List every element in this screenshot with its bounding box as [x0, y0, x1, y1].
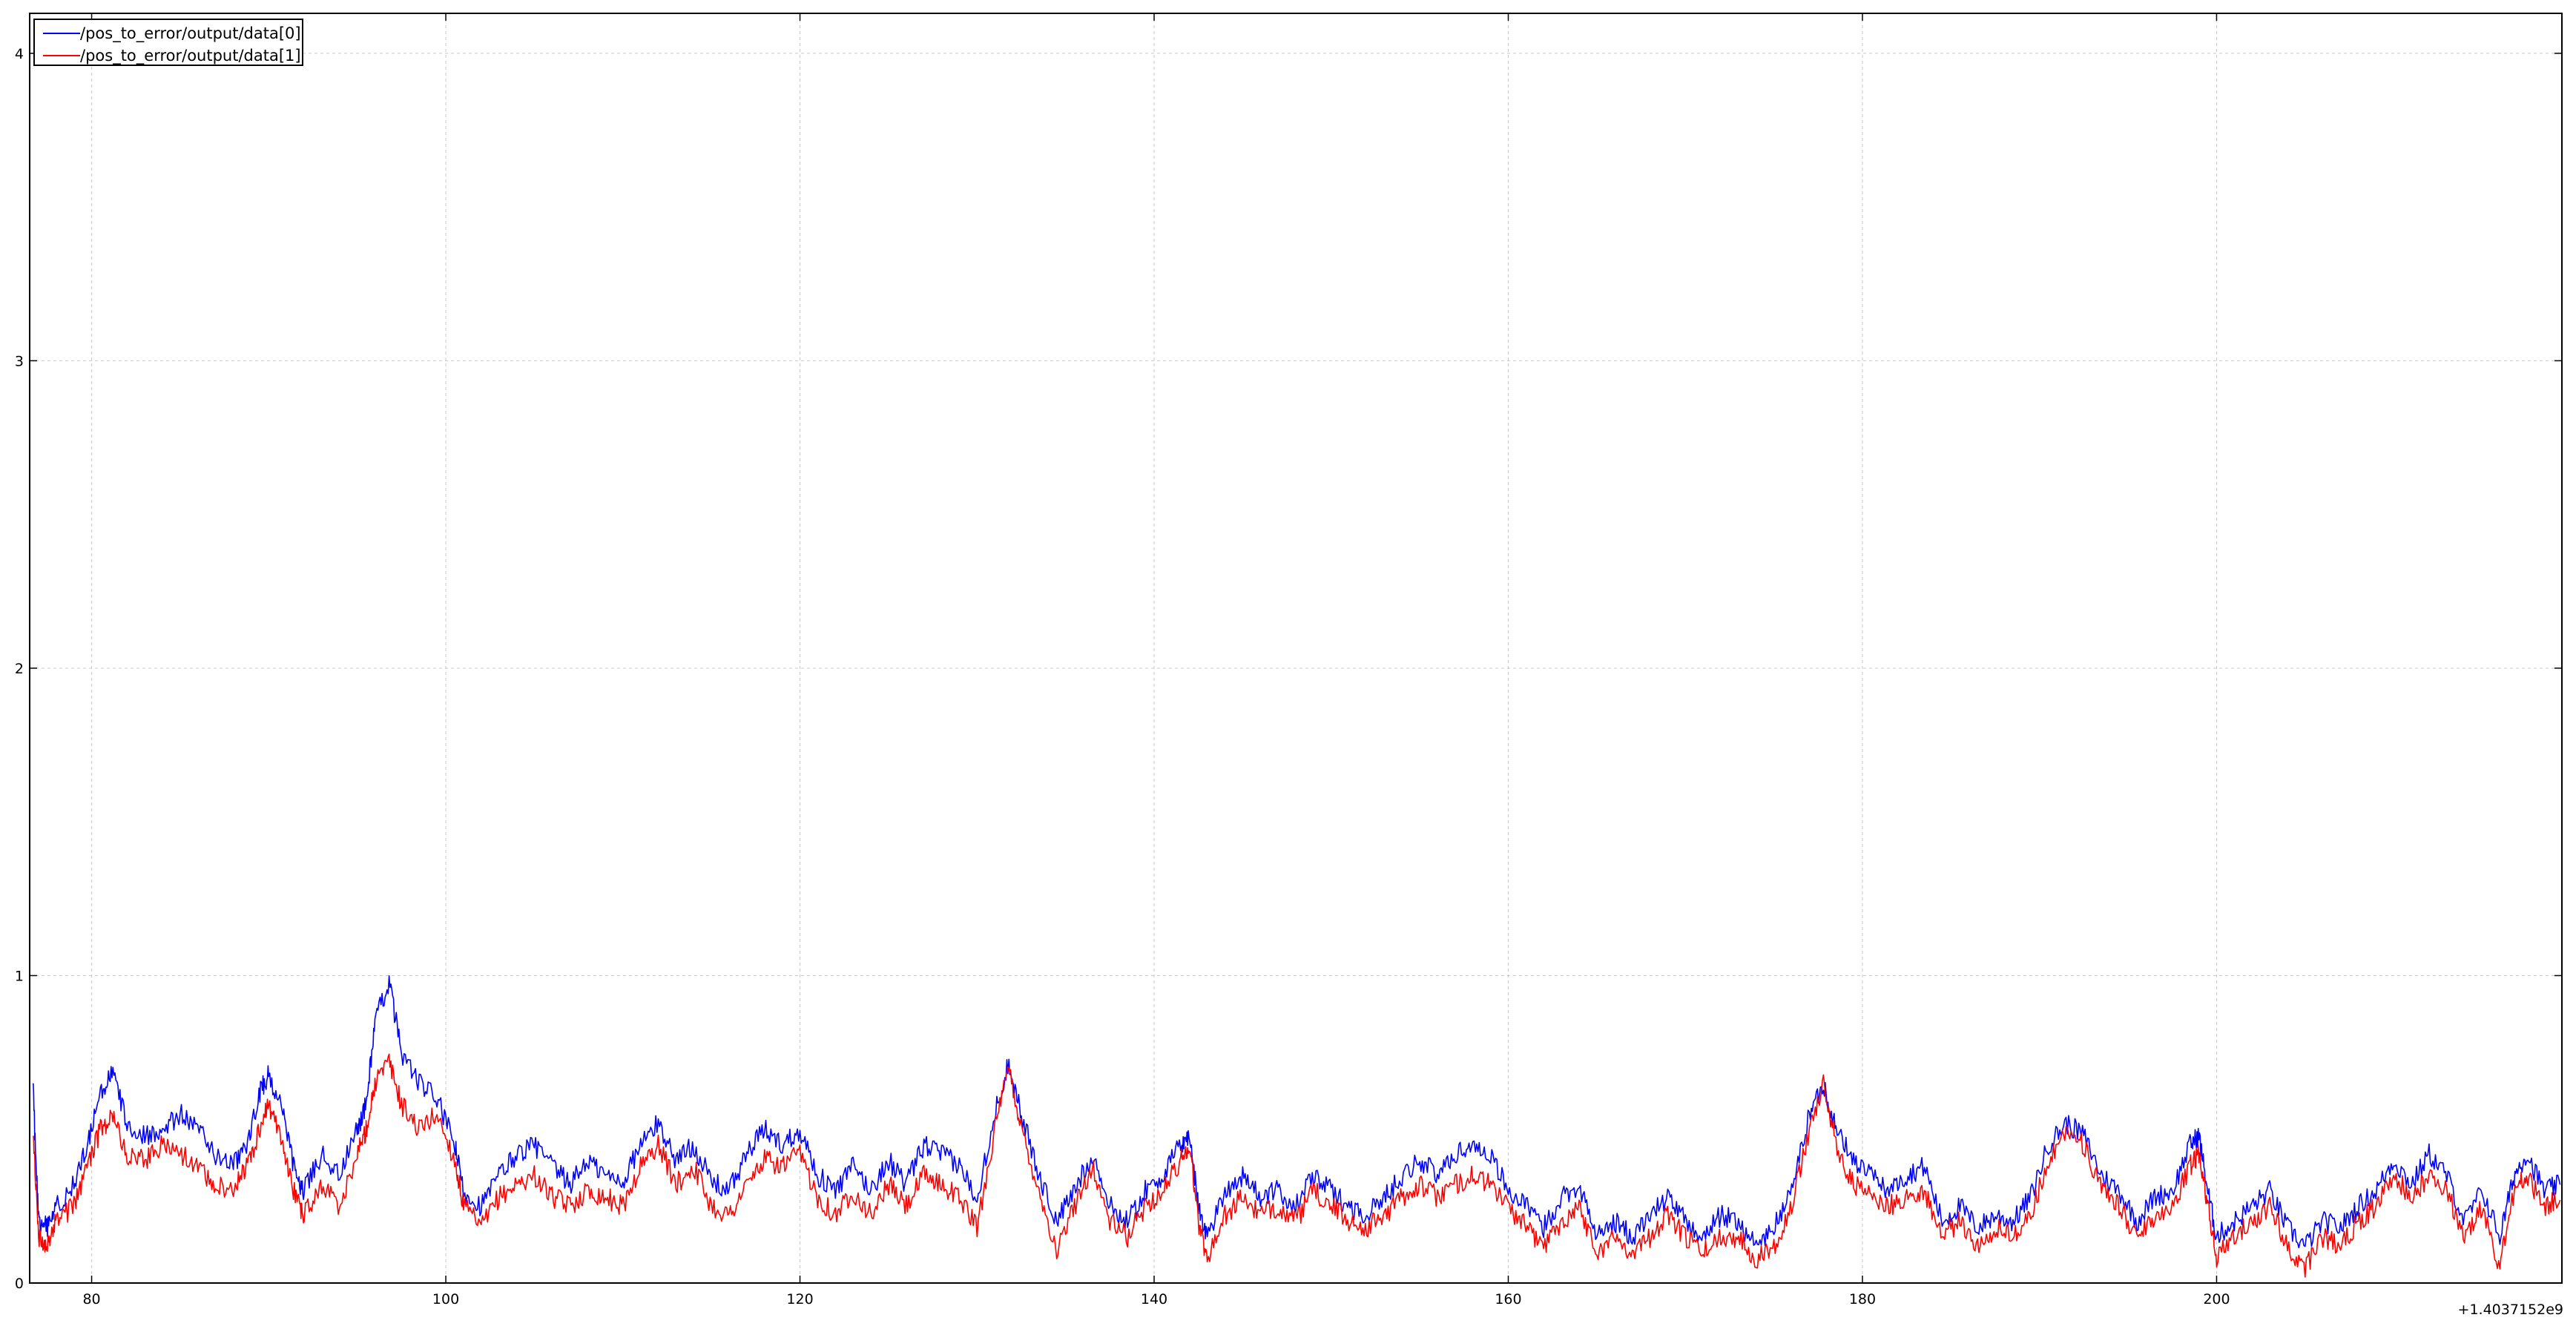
x-tick-label: 80	[82, 1291, 100, 1307]
grid-layer	[30, 13, 2562, 1283]
x-tick-label: 120	[786, 1291, 813, 1307]
y-tick-label: 1	[15, 968, 24, 984]
series-line-data-1	[33, 1053, 2561, 1278]
y-tick-label: 0	[15, 1276, 24, 1292]
y-tick-label: 4	[15, 46, 24, 62]
x-tick-label: 100	[432, 1291, 459, 1307]
legend-label-data-1: /pos_to_error/output/data[1]	[80, 47, 301, 65]
x-tick-label: 140	[1141, 1291, 1167, 1307]
x-tick-label: 180	[1849, 1291, 1876, 1307]
plot-frame	[29, 13, 2563, 1284]
legend-box	[33, 19, 303, 66]
y-tick-label: 3	[15, 353, 24, 369]
legend: /pos_to_error/output/data[0] /pos_to_err…	[33, 19, 303, 66]
x-tick-label: 200	[2203, 1291, 2230, 1307]
x-tick-label: 160	[1495, 1291, 1521, 1307]
legend-label-data-0: /pos_to_error/output/data[0]	[80, 24, 301, 43]
y-tick-label: 2	[15, 661, 24, 677]
x-offset-label: +1.4037152e9	[2458, 1302, 2563, 1318]
series-line-data-0	[33, 975, 2561, 1249]
series-layer	[33, 975, 2561, 1278]
tick-layer: 80 100 120 140 160 180 200 0 1 2 3 4	[15, 13, 2562, 1307]
